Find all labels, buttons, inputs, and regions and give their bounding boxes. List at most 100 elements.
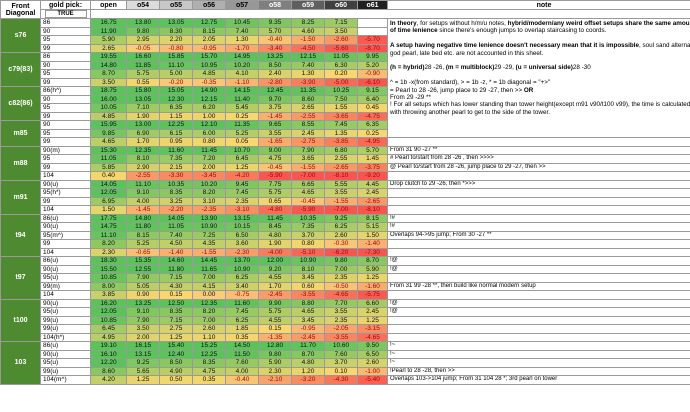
value-cell[interactable]: 6.45 [225, 154, 259, 164]
value-cell[interactable]: -3.90 [291, 77, 325, 87]
value-cell[interactable]: 2.65 [90, 43, 127, 53]
value-cell[interactable]: -3.55 [324, 332, 358, 342]
value-cell[interactable] [357, 26, 388, 36]
value-cell[interactable]: 13.25 [126, 298, 160, 308]
value-cell[interactable]: -2.45 [258, 290, 292, 300]
value-cell[interactable]: -3.65 [324, 111, 358, 121]
value-cell[interactable]: 14.95 [225, 52, 259, 62]
value-cell[interactable]: 3.85 [90, 290, 127, 300]
value-cell[interactable]: -2.20 [159, 205, 193, 215]
value-cell[interactable]: 8.50 [159, 358, 193, 368]
value-cell[interactable]: -0.50 [324, 281, 358, 291]
value-cell[interactable]: 8.15 [126, 230, 160, 240]
value-cell[interactable]: 1.45 [357, 154, 388, 164]
value-cell[interactable]: -5.10 [291, 247, 325, 257]
value-cell[interactable]: 12.15 [192, 94, 226, 104]
value-cell[interactable]: 8.70 [291, 349, 325, 359]
value-cell[interactable]: 5.45 [225, 103, 259, 113]
value-cell[interactable]: 11.85 [126, 60, 160, 70]
value-cell[interactable]: 14.05 [159, 213, 193, 223]
value-cell[interactable]: 14.80 [126, 213, 160, 223]
value-cell[interactable]: 10.70 [225, 145, 259, 155]
value-cell[interactable]: 5.85 [90, 162, 127, 172]
value-cell[interactable]: 3.75 [258, 103, 292, 113]
value-cell[interactable]: 1.30 [225, 35, 259, 45]
value-cell[interactable]: 9.85 [90, 128, 127, 138]
value-cell[interactable]: 2.45 [357, 307, 388, 317]
value-cell[interactable]: 11.70 [291, 341, 325, 351]
value-cell[interactable]: 11.60 [225, 298, 259, 308]
gold-pick-dropdown[interactable]: TRUE [40, 9, 91, 19]
value-cell[interactable]: -3.40 [258, 43, 292, 53]
value-cell[interactable]: 13.80 [126, 18, 160, 28]
value-cell[interactable]: 9.80 [258, 349, 292, 359]
value-cell[interactable]: -2.75 [291, 137, 325, 147]
value-cell[interactable]: 2.95 [126, 35, 160, 45]
value-cell[interactable]: 0.35 [225, 332, 259, 342]
value-cell[interactable]: 7.50 [324, 94, 358, 104]
value-cell[interactable]: 6.15 [159, 128, 193, 138]
value-cell[interactable]: 2.40 [258, 69, 292, 79]
value-cell[interactable]: 11.05 [159, 222, 193, 232]
value-cell[interactable]: -0.40 [258, 35, 292, 45]
value-cell[interactable]: 6.35 [357, 120, 388, 130]
value-cell[interactable]: 14.90 [192, 86, 226, 96]
value-cell[interactable]: 1.90 [126, 111, 160, 121]
value-cell[interactable]: 14.50 [225, 341, 259, 351]
value-cell[interactable]: 9.50 [357, 341, 388, 351]
value-cell[interactable]: -2.55 [126, 171, 160, 181]
value-cell[interactable]: 7.45 [324, 120, 358, 130]
value-cell[interactable]: 6.50 [357, 349, 388, 359]
value-cell[interactable]: 15.70 [192, 52, 226, 62]
value-cell[interactable]: 0.90 [126, 290, 160, 300]
value-cell[interactable]: 6.65 [291, 179, 325, 189]
value-cell[interactable]: 13.15 [126, 349, 160, 359]
value-cell[interactable]: 8.35 [159, 307, 193, 317]
value-cell[interactable]: 9.80 [324, 256, 358, 266]
value-cell[interactable]: 11.10 [159, 60, 193, 70]
value-cell[interactable]: 6.25 [324, 222, 358, 232]
value-cell[interactable]: 10.45 [225, 18, 259, 28]
value-cell[interactable]: 1.70 [258, 281, 292, 291]
value-cell[interactable]: -0.40 [225, 375, 259, 385]
value-cell[interactable]: -2.30 [225, 247, 259, 257]
value-cell[interactable]: 5.75 [258, 188, 292, 198]
value-cell[interactable]: -4.50 [291, 43, 325, 53]
value-cell[interactable]: 1.10 [192, 332, 226, 342]
value-cell[interactable]: 12.20 [90, 358, 127, 368]
value-cell[interactable]: 14.80 [90, 60, 127, 70]
value-cell[interactable]: 15.30 [90, 145, 127, 155]
value-cell[interactable]: -4.80 [258, 205, 292, 215]
value-cell[interactable]: -2.65 [324, 162, 358, 172]
value-cell[interactable]: 9.20 [258, 264, 292, 274]
value-cell[interactable]: 9.45 [225, 179, 259, 189]
value-cell[interactable]: 4.55 [258, 315, 292, 325]
value-cell[interactable]: 4.85 [90, 111, 127, 121]
value-cell[interactable]: 4.65 [90, 137, 127, 147]
value-cell[interactable]: 8.15 [357, 213, 388, 223]
value-cell[interactable]: 12.10 [192, 120, 226, 130]
value-cell[interactable]: 8.55 [291, 120, 325, 130]
value-cell[interactable]: 2.15 [159, 162, 193, 172]
value-cell[interactable]: 4.35 [192, 239, 226, 249]
value-cell[interactable]: 11.90 [90, 26, 127, 36]
value-cell[interactable]: 15.50 [90, 264, 127, 274]
value-cell[interactable]: 8.20 [90, 239, 127, 249]
value-cell[interactable]: -7.00 [291, 171, 325, 181]
value-cell[interactable]: -8.10 [357, 205, 388, 215]
value-cell[interactable]: 8.70 [90, 69, 127, 79]
value-cell[interactable]: 5.65 [126, 366, 160, 376]
value-cell[interactable]: 5.90 [258, 358, 292, 368]
value-cell[interactable]: 3.55 [324, 307, 358, 317]
value-cell[interactable]: 0.35 [192, 375, 226, 385]
value-cell[interactable]: 17.75 [90, 213, 127, 223]
value-cell[interactable]: -6.10 [357, 77, 388, 87]
value-cell[interactable]: 11.35 [225, 120, 259, 130]
value-cell[interactable]: 3.25 [159, 196, 193, 206]
value-cell[interactable]: -3.20 [291, 375, 325, 385]
value-cell[interactable]: 11.05 [90, 154, 127, 164]
value-cell[interactable]: 3.65 [291, 154, 325, 164]
value-cell[interactable]: 1.50 [90, 205, 127, 215]
value-cell[interactable]: 10.90 [225, 264, 259, 274]
value-cell[interactable]: -1.40 [159, 247, 193, 257]
